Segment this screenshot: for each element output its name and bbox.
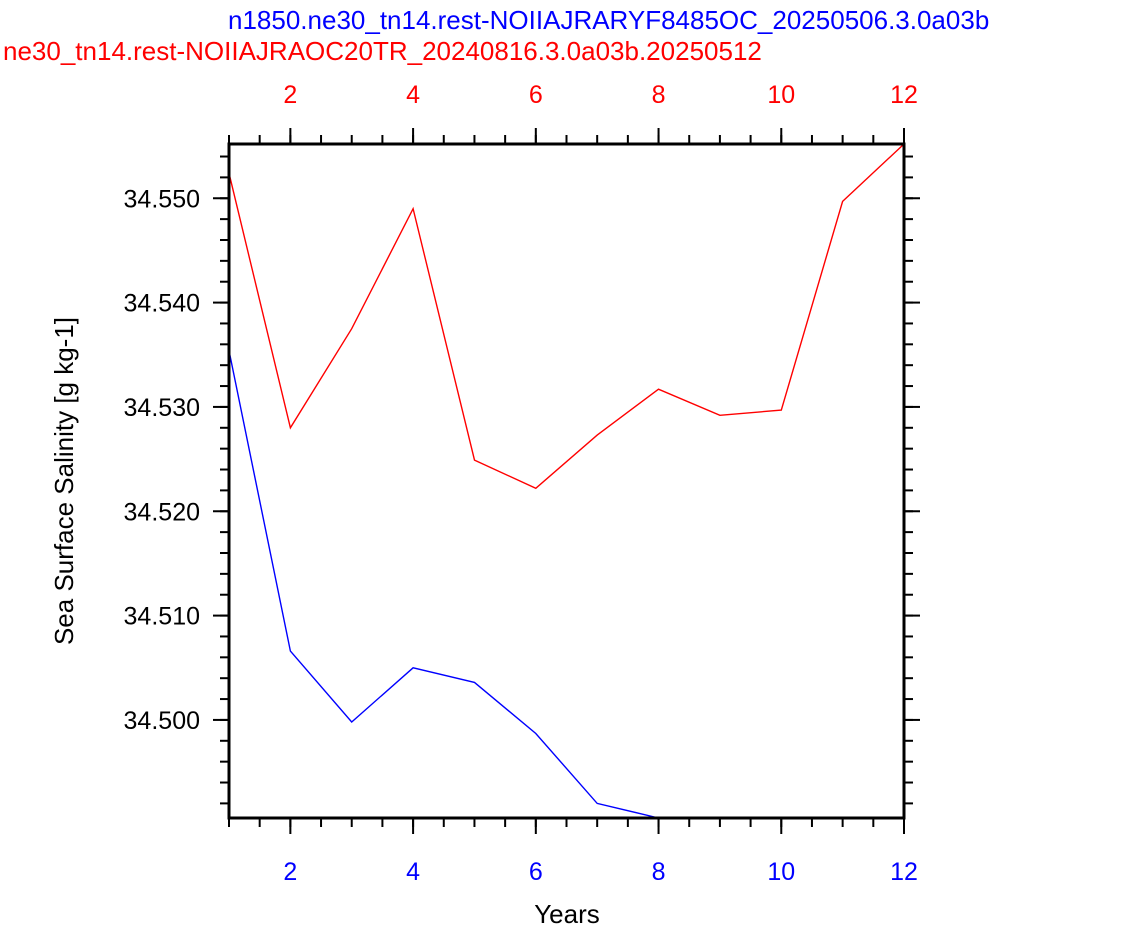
y-tick-label: 34.500 — [124, 707, 200, 735]
x-axis-label: Years — [534, 899, 600, 929]
x-tick-label-top: 2 — [283, 81, 297, 109]
y-tick-label: 34.510 — [124, 603, 200, 631]
series-layer — [228, 143, 905, 819]
x-tick-label-bottom: 10 — [767, 858, 795, 886]
series-line-blue — [228, 350, 659, 819]
series-line-red — [228, 143, 905, 490]
x-tick-label-bottom: 2 — [283, 858, 297, 886]
tick-layer: 2 2 4 4 6 6 8 8 10 10 12 12 34.500 34.510 34.520 34.530… — [124, 81, 920, 886]
x-tick-label-bottom: 12 — [890, 858, 918, 886]
x-tick-label-bottom: 4 — [406, 858, 420, 886]
y-tick-label: 34.530 — [124, 394, 200, 422]
y-tick-label: 34.550 — [124, 185, 200, 213]
y-axis-label: Sea Surface Salinity [g kg-1] — [49, 317, 79, 645]
plot-frame — [227, 142, 906, 820]
x-tick-label-bottom: 6 — [529, 858, 543, 886]
x-tick-label-top: 12 — [890, 81, 918, 109]
y-tick-label: 34.520 — [124, 498, 200, 526]
title-top-red: ne30_tn14.rest-NOIIAJRAOC20TR_20240816.3… — [3, 36, 762, 66]
x-tick-label-top: 6 — [529, 81, 543, 109]
x-tick-label-top: 8 — [652, 81, 666, 109]
x-tick-label-top: 4 — [406, 81, 420, 109]
x-tick-label-bottom: 8 — [652, 858, 666, 886]
x-tick-label-top: 10 — [767, 81, 795, 109]
y-tick-label: 34.540 — [124, 290, 200, 318]
title-top-blue: n1850.ne30_tn14.rest-NOIIAJRARYF8485OC_2… — [228, 5, 989, 35]
